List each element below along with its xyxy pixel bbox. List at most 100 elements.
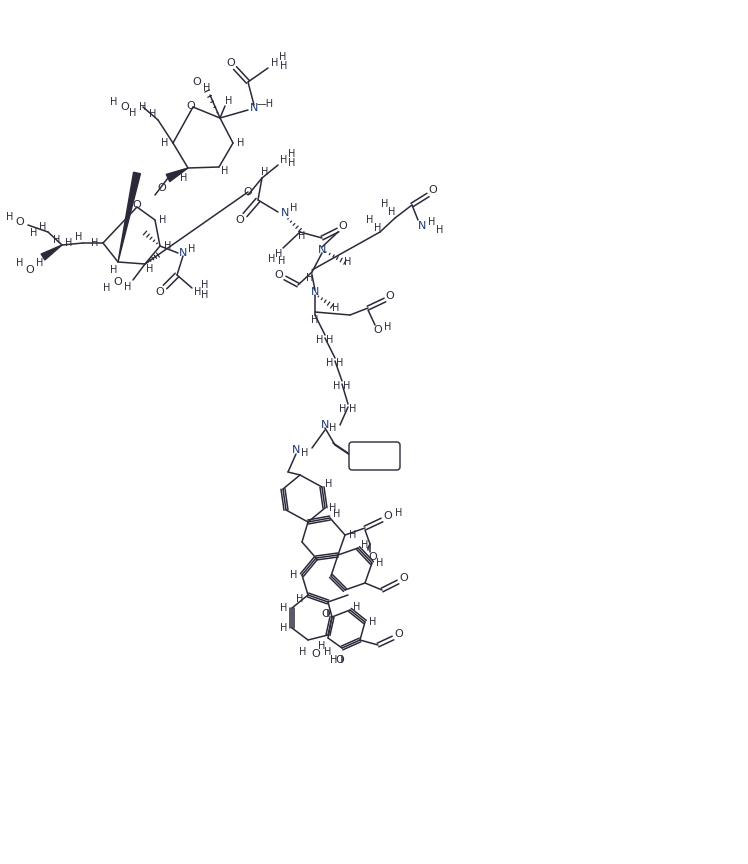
Text: H: H [384, 322, 392, 332]
Text: H: H [280, 603, 288, 613]
Text: H: H [110, 97, 117, 107]
Text: N: N [418, 221, 426, 231]
Text: H: H [91, 238, 99, 248]
Text: H: H [269, 254, 276, 264]
Text: H: H [261, 167, 269, 177]
Text: N: N [280, 208, 289, 218]
Text: O: O [395, 629, 403, 639]
Text: H: H [326, 335, 334, 345]
Text: H: H [76, 232, 83, 242]
Text: H: H [129, 108, 137, 118]
Text: H: H [53, 235, 61, 245]
Text: H: H [40, 222, 46, 232]
Text: N: N [292, 445, 300, 455]
Text: H: H [180, 173, 188, 183]
Text: O: O [114, 277, 123, 287]
Text: H: H [279, 52, 286, 62]
Text: H: H [280, 623, 288, 633]
Text: H: H [280, 61, 288, 71]
Text: H: H [395, 508, 402, 518]
Text: H: H [381, 199, 389, 209]
Text: H: H [361, 540, 369, 550]
Text: O: O [244, 187, 252, 197]
Text: H: H [188, 244, 196, 254]
Text: H: H [201, 290, 209, 300]
Text: H: H [299, 647, 307, 657]
Text: H: H [319, 641, 325, 651]
Text: H: H [376, 558, 384, 568]
Text: H: H [290, 570, 298, 580]
Text: H: H [201, 280, 209, 290]
Text: O: O [336, 655, 344, 665]
Text: H: H [296, 594, 304, 604]
Text: O: O [339, 221, 347, 231]
Polygon shape [166, 168, 188, 181]
Text: O: O [399, 573, 408, 583]
Text: O: O [236, 215, 245, 225]
Text: H: H [311, 315, 319, 325]
Text: O: O [312, 649, 320, 659]
Text: N: N [318, 245, 326, 255]
Text: H: H [165, 241, 172, 251]
Text: H: H [225, 96, 233, 106]
Text: H: H [278, 256, 286, 266]
Text: O: O [386, 291, 394, 301]
Text: H: H [288, 149, 295, 159]
Text: H: H [349, 530, 357, 540]
Text: H: H [349, 404, 357, 414]
Text: O: O [369, 552, 378, 562]
Text: H: H [237, 138, 245, 148]
Text: H: H [331, 655, 337, 665]
Text: O: O [384, 511, 393, 521]
Text: Abs: Abs [364, 451, 384, 461]
Text: O: O [158, 183, 166, 193]
Text: H: H [139, 102, 147, 112]
Text: H: H [150, 109, 156, 119]
Text: H: H [272, 58, 279, 68]
Text: N: N [321, 420, 329, 430]
Text: H: H [334, 509, 340, 519]
Text: O: O [120, 102, 129, 112]
Text: H: H [344, 257, 352, 267]
Text: H: H [290, 203, 298, 213]
Text: H: H [325, 479, 333, 489]
Text: H: H [65, 238, 73, 248]
Text: H: H [334, 381, 340, 391]
Text: H: H [298, 231, 306, 241]
Text: H: H [31, 228, 37, 238]
Text: H: H [329, 503, 337, 513]
Text: H: H [194, 287, 202, 297]
Text: O: O [186, 101, 195, 111]
Text: H: H [316, 335, 324, 345]
Text: H: H [6, 212, 13, 222]
Text: H: H [307, 273, 313, 283]
Text: H: H [374, 223, 381, 233]
Text: H: H [343, 381, 351, 391]
Text: N: N [311, 287, 319, 297]
Text: H: H [370, 617, 377, 627]
Text: H: H [367, 215, 374, 225]
Text: H: H [275, 249, 283, 259]
Polygon shape [41, 245, 62, 260]
Text: H: H [110, 265, 117, 275]
Text: H: H [337, 358, 343, 368]
Text: H: H [288, 158, 295, 168]
Text: H: H [353, 602, 361, 612]
Text: H: H [147, 264, 153, 274]
Text: H: H [159, 215, 167, 225]
Text: O: O [373, 325, 382, 335]
Text: H: H [124, 282, 132, 292]
Text: —H: —H [257, 99, 274, 109]
Text: H: H [203, 83, 211, 93]
Text: O: O [429, 185, 438, 195]
Text: O: O [132, 200, 141, 210]
Text: H: H [340, 404, 346, 414]
Text: O: O [322, 609, 331, 619]
Text: O: O [156, 287, 165, 297]
FancyBboxPatch shape [349, 442, 400, 470]
Text: H: H [16, 258, 24, 268]
Text: O: O [227, 58, 236, 68]
Text: H: H [37, 258, 43, 268]
Text: H: H [162, 138, 169, 148]
Text: N: N [179, 248, 187, 258]
